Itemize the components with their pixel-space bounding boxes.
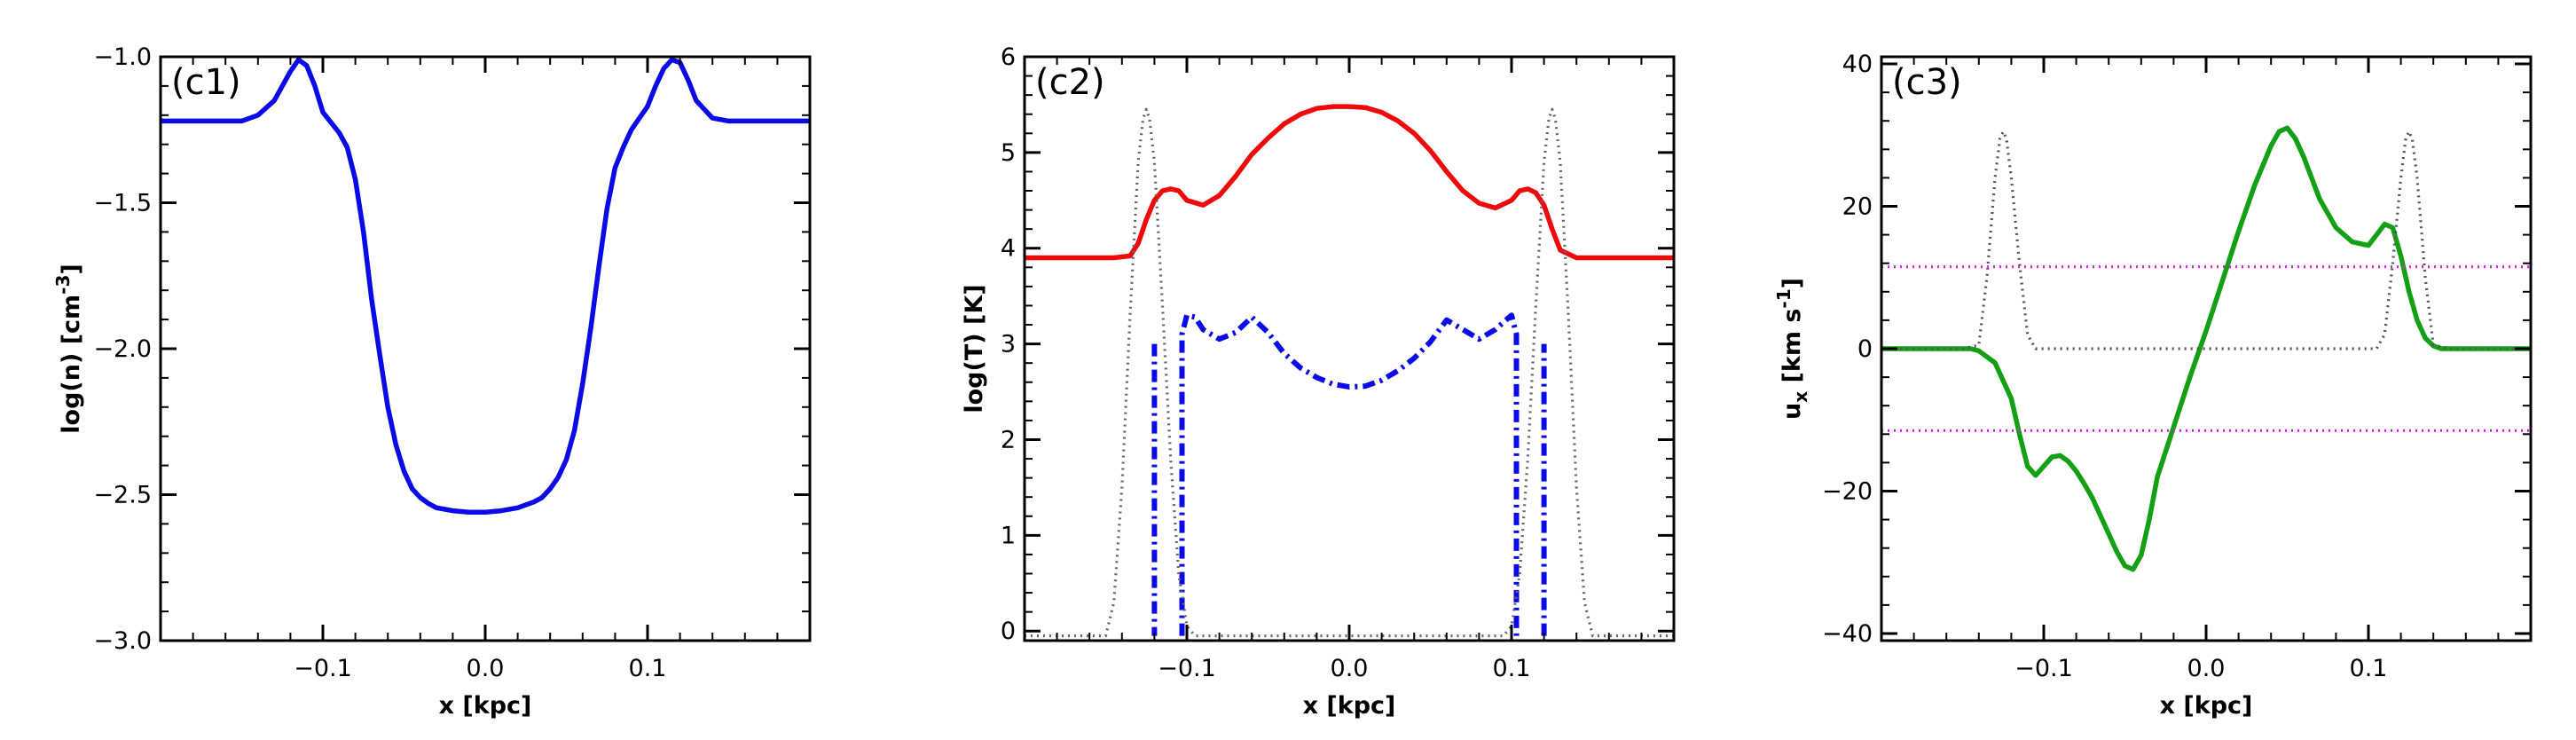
series-reference — [1881, 130, 2531, 350]
y-tick-label: −40 — [1822, 620, 1873, 648]
panel-label: (c1) — [171, 62, 241, 103]
y-tick-label: −1.5 — [93, 190, 152, 217]
y-tick-label: 20 — [1842, 193, 1873, 221]
panel-label: (c3) — [1892, 62, 1962, 103]
y-tick-label: −2.0 — [93, 335, 152, 363]
y-tick-label: −20 — [1822, 477, 1873, 505]
y-tick-label: −2.5 — [93, 482, 152, 509]
x-tick-label: −0.1 — [1158, 655, 1216, 682]
y-tick-label: 1 — [1001, 522, 1016, 549]
y-axis-label: log(T) [K] — [961, 284, 988, 413]
x-tick-label: 0.0 — [1331, 655, 1369, 682]
series-reference — [1025, 107, 1674, 638]
x-tick-label: 0.1 — [1493, 655, 1531, 682]
x-tick-label: 0.0 — [467, 655, 505, 682]
x-tick-label: 0.0 — [2187, 655, 2226, 682]
y-tick-label: 5 — [1001, 139, 1016, 167]
series-velocity — [1881, 125, 2531, 572]
y-tick-label: 0 — [1857, 335, 1873, 363]
y-tick-label: 4 — [1001, 235, 1016, 263]
panel-3: −0.1 0.0 0.1 −40 −20 0 20 40 (c3) x [kpc] ux [km s… — [1773, 51, 2533, 720]
series-profile — [1151, 312, 1547, 636]
series-density — [161, 57, 810, 515]
panel-1: −0.1 0.0 0.1 −3.0 −2.5 −2.0 −1.5 −1.0 (c1) x [kpc… — [52, 43, 812, 720]
x-tick-label: 0.1 — [629, 655, 667, 682]
plot-frame — [1023, 55, 1676, 642]
y-axis-label: log(n) [cm-3] — [52, 264, 85, 433]
x-axis-label: x [kpc] — [1303, 692, 1396, 720]
y-tick-label: 40 — [1842, 51, 1873, 78]
panel-label: (c2) — [1035, 62, 1105, 103]
y-tick-label: 2 — [1001, 426, 1016, 453]
y-tick-label: 6 — [1001, 43, 1016, 71]
y-axis-label: ux [km s-1] — [1773, 278, 1811, 420]
x-axis-label: x [kpc] — [2160, 692, 2253, 720]
x-tick-label: −0.1 — [294, 655, 352, 682]
plot-frame — [159, 55, 812, 642]
series-temperature — [1025, 104, 1674, 261]
panel-2: −0.1 0.0 0.1 0 1 2 3 4 5 6 (c2) x [kpc] log(T) [K] — [961, 43, 1676, 720]
y-tick-label: 0 — [1001, 618, 1016, 645]
x-tick-label: −0.1 — [2014, 655, 2073, 682]
y-tick-label: −3.0 — [93, 627, 152, 655]
y-tick-label: 3 — [1001, 331, 1016, 358]
y-tick-label: −1.0 — [93, 43, 152, 71]
x-tick-label: 0.1 — [2350, 655, 2388, 682]
x-axis-label: x [kpc] — [439, 692, 532, 720]
